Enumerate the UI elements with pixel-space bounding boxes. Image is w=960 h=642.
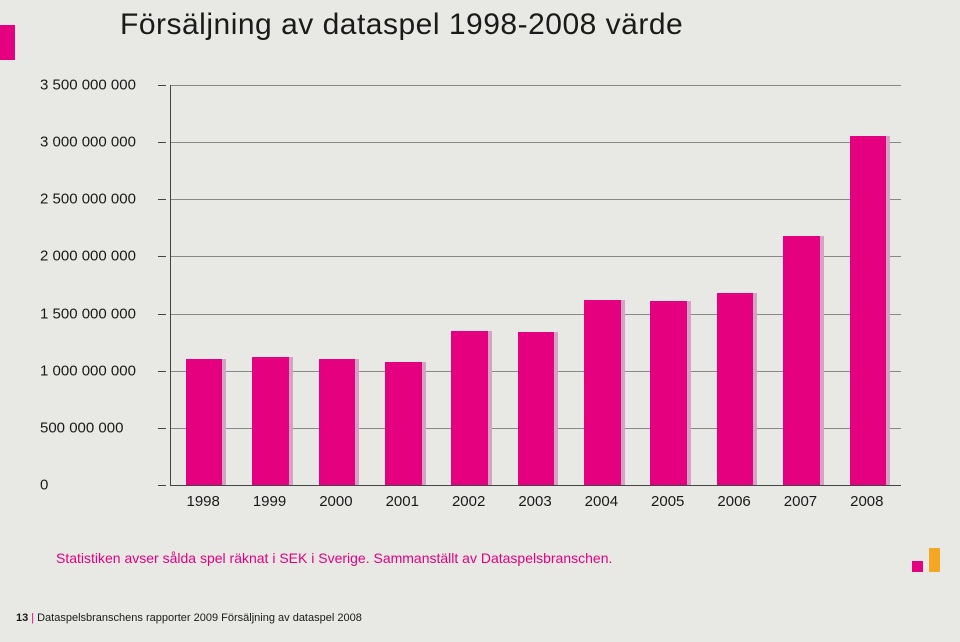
- bar-chart: 0 500 000 000 1 000 000 000 1 500 000 000 2 …: [40, 85, 920, 525]
- accent-rect-icon: [929, 548, 940, 572]
- x-axis-label: 1999: [253, 493, 286, 510]
- bar: [186, 359, 223, 485]
- x-axis-label: 2005: [651, 493, 684, 510]
- accent-square-icon: [912, 561, 923, 572]
- page-root: Försäljning av dataspel 1998-2008 värde …: [0, 0, 960, 642]
- bar: [650, 301, 687, 485]
- bar: [252, 357, 289, 485]
- bar: [783, 236, 820, 485]
- y-axis-label: 2 500 000 000: [40, 191, 150, 208]
- footer-text: Dataspelsbranschens rapporter 2009 Försä…: [37, 612, 362, 624]
- plot-area: [170, 85, 901, 486]
- gridline: [171, 85, 901, 86]
- y-tick-mark: [158, 485, 166, 486]
- x-axis-label: 2006: [717, 493, 750, 510]
- x-axis-label: 2007: [784, 493, 817, 510]
- bar: [518, 332, 555, 485]
- page-footer: 13|Dataspelsbranschens rapporter 2009 Fö…: [16, 612, 362, 624]
- bar: [451, 331, 488, 485]
- bar: [319, 359, 356, 485]
- accent-bar-left: [0, 25, 15, 60]
- corner-accent-blocks: [912, 548, 940, 572]
- gridline: [171, 199, 901, 200]
- x-axis-label: 2004: [585, 493, 618, 510]
- caption-part-1: Statistiken avser sålda spel räknat i SE…: [56, 550, 373, 566]
- footer-page-number: 13: [16, 612, 28, 624]
- x-axis-label: 1998: [186, 493, 219, 510]
- x-axis-label: 2008: [850, 493, 883, 510]
- y-tick-mark: [158, 256, 166, 257]
- y-axis-label: 0: [40, 477, 150, 494]
- y-tick-mark: [158, 314, 166, 315]
- y-axis-label: 1 500 000 000: [40, 305, 150, 322]
- x-axis-label: 2003: [518, 493, 551, 510]
- footer-separator: |: [28, 612, 37, 624]
- bar: [584, 300, 621, 485]
- x-axis-label: 2002: [452, 493, 485, 510]
- y-tick-mark: [158, 85, 166, 86]
- gridline: [171, 142, 901, 143]
- y-axis-label: 1 000 000 000: [40, 362, 150, 379]
- chart-title: Försäljning av dataspel 1998-2008 värde: [120, 8, 683, 42]
- bar: [717, 293, 754, 485]
- bar: [850, 136, 887, 485]
- x-axis-label: 2001: [386, 493, 419, 510]
- y-tick-mark: [158, 142, 166, 143]
- y-axis-label: 3 000 000 000: [40, 134, 150, 151]
- x-axis-label: 2000: [319, 493, 352, 510]
- y-tick-mark: [158, 428, 166, 429]
- y-tick-mark: [158, 371, 166, 372]
- bar: [385, 362, 422, 485]
- chart-caption: Statistiken avser sålda spel räknat i SE…: [56, 550, 612, 566]
- caption-part-2: Sammanställt av Dataspelsbranschen.: [373, 550, 612, 566]
- y-tick-mark: [158, 199, 166, 200]
- y-axis-label: 3 500 000 000: [40, 77, 150, 94]
- y-axis-label: 2 000 000 000: [40, 248, 150, 265]
- y-axis-label: 500 000 000: [40, 419, 150, 436]
